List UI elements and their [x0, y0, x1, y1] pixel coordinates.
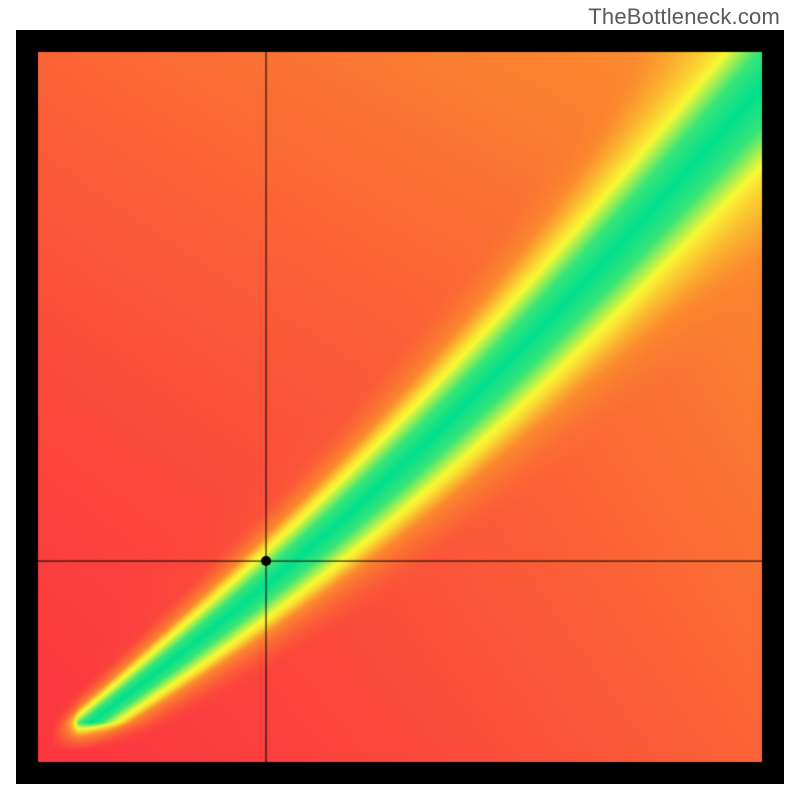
- heatmap-canvas: [16, 30, 784, 784]
- watermark-text: TheBottleneck.com: [588, 4, 780, 30]
- bottleneck-heatmap: [16, 30, 784, 784]
